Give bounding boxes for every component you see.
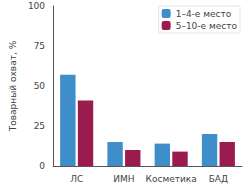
svg-text:0: 0 [39, 161, 45, 171]
svg-text:Косметика: Косметика [146, 174, 197, 184]
svg-text:25: 25 [34, 121, 45, 131]
svg-text:Товарный охват, %: Товарный охват, % [8, 40, 18, 132]
svg-text:50: 50 [34, 81, 46, 91]
svg-text:1–4-е место: 1–4-е место [176, 9, 232, 19]
svg-text:ИМН: ИМН [113, 174, 134, 184]
svg-text:ЛС: ЛС [70, 174, 83, 184]
svg-text:БАД: БАД [209, 174, 228, 184]
svg-text:5–10-е место: 5–10-е место [176, 21, 238, 31]
svg-text:75: 75 [34, 41, 45, 51]
svg-text:100: 100 [28, 1, 45, 11]
